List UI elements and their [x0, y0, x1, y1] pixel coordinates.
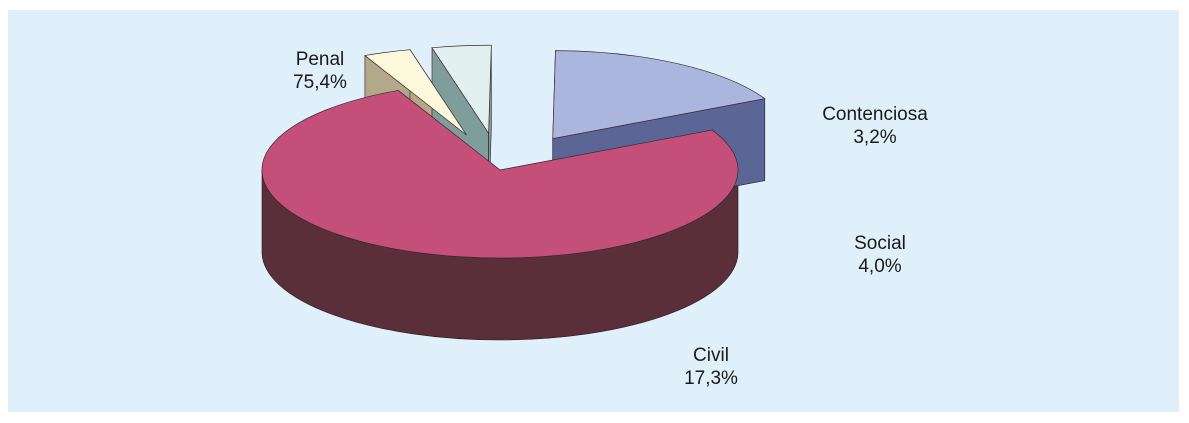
- label-civil: Civil 17,3%: [684, 345, 738, 389]
- slice-social: [431, 44, 492, 135]
- label-social: Social 4,0%: [854, 233, 906, 277]
- label-contenciosa: Contenciosa 3,2%: [822, 104, 928, 148]
- slice-name-contenciosa: Contenciosa: [822, 104, 928, 125]
- slice-contenciosa: [364, 49, 467, 136]
- slice-name-penal: Penal: [296, 49, 345, 70]
- pie-tops-layer: [261, 44, 766, 259]
- slice-name-social: Social: [854, 233, 906, 254]
- slice-value-civil: 17,3%: [684, 368, 738, 389]
- slice-civil: [552, 50, 766, 140]
- label-penal: Penal 75,4%: [293, 49, 347, 93]
- slice-value-penal: 75,4%: [293, 72, 347, 93]
- slice-value-social: 4,0%: [858, 256, 901, 277]
- slice-penal: [261, 90, 739, 259]
- slice-value-contenciosa: 3,2%: [853, 127, 896, 148]
- slice-name-civil: Civil: [693, 345, 729, 366]
